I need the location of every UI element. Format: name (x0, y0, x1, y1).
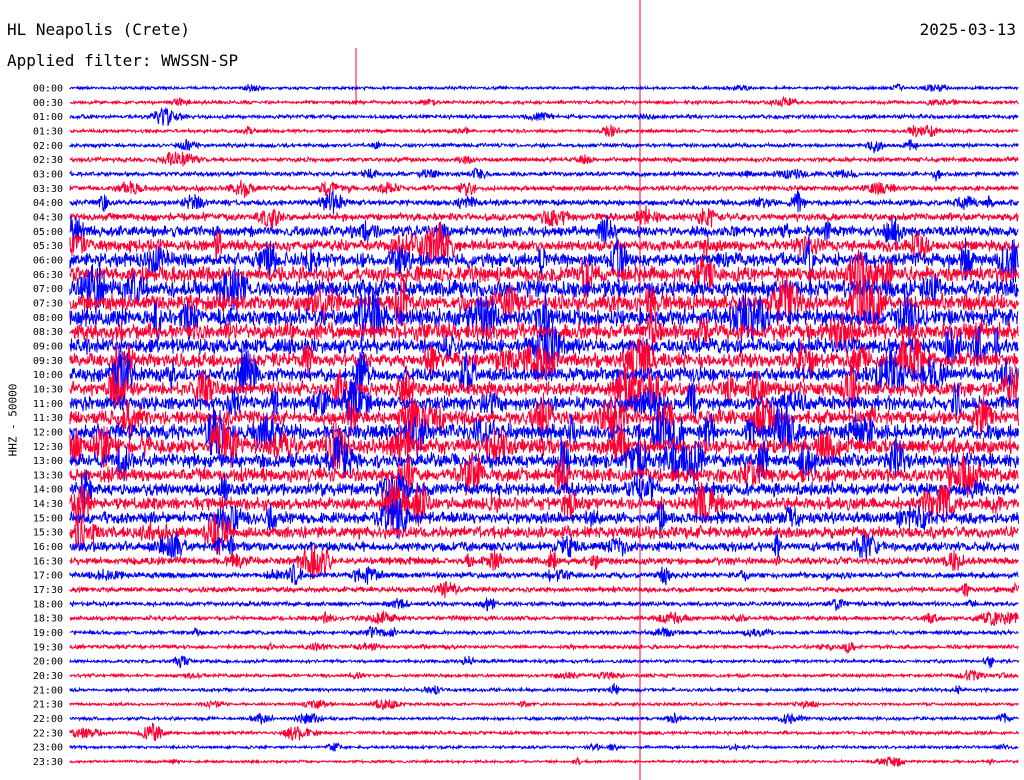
row-time-label: 15:30 (33, 528, 63, 539)
trace-row (69, 530, 1019, 561)
row-time-label: 13:30 (33, 470, 63, 481)
row-time-label: 20:00 (33, 657, 63, 668)
row-time-label: 07:00 (33, 284, 63, 295)
trace-row (69, 190, 1019, 215)
trace-row (69, 214, 1019, 250)
row-time-label: 10:30 (33, 384, 63, 395)
trace-row (69, 335, 1019, 387)
time-markers (355, 0, 641, 780)
row-time-label: 21:30 (33, 700, 63, 711)
trace-row (69, 277, 1019, 329)
trace-row (69, 107, 1019, 127)
row-time-label: 09:30 (33, 356, 63, 367)
row-time-label: 05:30 (33, 241, 63, 252)
trace-row (69, 234, 1019, 284)
trace-row (69, 756, 1019, 767)
row-time-label: 02:00 (33, 141, 63, 152)
row-time-label: 23:00 (33, 743, 63, 754)
date-label: 2025-03-13 (919, 20, 1016, 39)
row-time-label: 05:00 (33, 227, 63, 238)
trace-row (69, 205, 1019, 229)
row-time-label: 16:30 (33, 556, 63, 567)
row-time-label: 21:00 (33, 685, 63, 696)
trace-row (69, 511, 1019, 556)
trace-row (69, 562, 1019, 586)
trace-row (69, 480, 1019, 528)
row-time-label: 03:30 (33, 184, 63, 195)
row-time-label: 04:00 (33, 198, 63, 209)
row-time-label: 10:00 (33, 370, 63, 381)
station-title: HL Neapolis (Crete) (7, 20, 191, 39)
row-time-label: 22:30 (33, 728, 63, 739)
filter-label: Applied filter: WWSSN-SP (7, 51, 239, 70)
trace-row (69, 597, 1019, 612)
row-time-label: 19:30 (33, 642, 63, 653)
row-time-label: 00:00 (33, 84, 63, 95)
row-time-label: 03:00 (33, 169, 63, 180)
seismic-traces (69, 83, 1019, 767)
trace-row (69, 625, 1019, 639)
row-time-label: 13:00 (33, 456, 63, 467)
row-time-label: 02:30 (33, 155, 63, 166)
row-time-label: 01:30 (33, 126, 63, 137)
row-time-label: 23:30 (33, 757, 63, 768)
row-time-label: 11:30 (33, 413, 63, 424)
trace-row (69, 655, 1019, 669)
trace-row (69, 451, 1019, 498)
row-time-label: 16:00 (33, 542, 63, 553)
trace-row (69, 669, 1019, 681)
row-time-label: 15:00 (33, 513, 63, 524)
row-time-label: 04:30 (33, 212, 63, 223)
row-time-labels: 00:00 00:30 01:00 01:30 02:00 02:30 03:00 03:30… (33, 84, 63, 769)
row-time-label: 00:30 (33, 98, 63, 109)
row-time-label: 17:00 (33, 571, 63, 582)
trace-row (69, 138, 1019, 154)
trace-row (69, 179, 1019, 198)
row-time-label: 11:00 (33, 399, 63, 410)
row-time-label: 01:00 (33, 112, 63, 123)
trace-row (69, 124, 1019, 139)
trace-row (69, 543, 1019, 580)
trace-row (69, 167, 1019, 182)
trace-row (69, 95, 1019, 108)
trace-row (69, 83, 1019, 94)
trace-row (69, 698, 1019, 711)
row-time-label: 06:00 (33, 255, 63, 266)
row-time-label: 18:00 (33, 599, 63, 610)
trace-row (69, 711, 1019, 726)
trace-row (69, 291, 1019, 344)
row-time-label: 06:30 (33, 270, 63, 281)
row-time-label: 07:30 (33, 298, 63, 309)
row-time-label: 18:30 (33, 614, 63, 625)
trace-row (69, 435, 1019, 487)
trace-row (69, 469, 1019, 511)
row-time-label: 14:00 (33, 485, 63, 496)
row-time-label: 09:00 (33, 341, 63, 352)
row-time-label: 17:30 (33, 585, 63, 596)
trace-row (69, 580, 1019, 599)
row-time-label: 12:00 (33, 427, 63, 438)
trace-row (69, 364, 1019, 415)
trace-row (69, 722, 1019, 741)
row-time-label: 19:00 (33, 628, 63, 639)
row-time-label: 20:30 (33, 671, 63, 682)
trace-row (69, 609, 1019, 627)
row-time-label: 08:00 (33, 313, 63, 324)
trace-row (69, 641, 1019, 655)
trace-row (69, 308, 1019, 356)
trace-row (69, 349, 1019, 401)
trace-row (69, 682, 1019, 696)
row-time-label: 22:00 (33, 714, 63, 725)
trace-row (69, 151, 1019, 167)
row-time-label: 12:30 (33, 442, 63, 453)
row-time-label: 14:30 (33, 499, 63, 510)
row-time-label: 08:30 (33, 327, 63, 338)
trace-row (69, 392, 1019, 443)
trace-row (69, 420, 1019, 470)
trace-row (69, 742, 1019, 752)
